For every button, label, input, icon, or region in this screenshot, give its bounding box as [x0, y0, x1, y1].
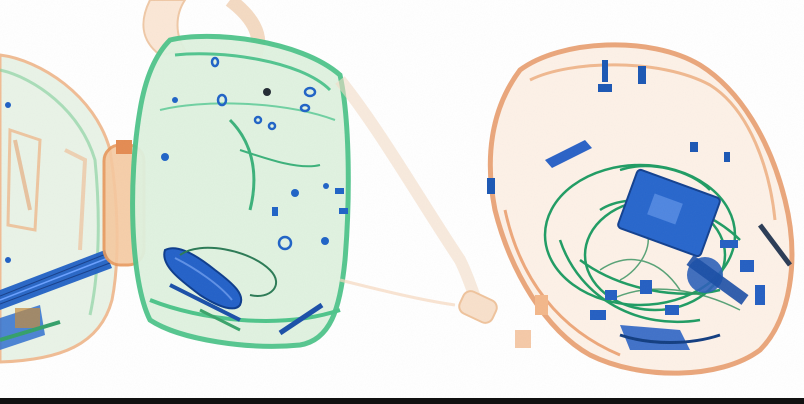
scanner-edge-band [0, 398, 804, 404]
